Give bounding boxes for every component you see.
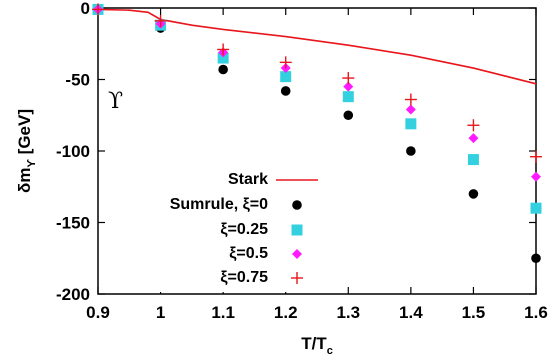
legend-symbol-plus [291,272,303,284]
stark-line [97,8,537,85]
y-axis-label: δmϒ [GeV] [15,109,38,193]
point-plus [279,56,292,69]
x-axis-label-main: T/T [301,334,327,353]
point-square [530,202,542,214]
point-diamond [531,171,541,182]
x-tick-label: 1 [156,303,165,322]
upsilon-annotation: ϒ [108,89,123,114]
y-tick-label: -100 [56,142,90,161]
x-axis-label: T/Tc [301,334,333,357]
point-circle [531,253,541,264]
x-tick-label: 1.4 [399,303,423,322]
x-tick-label: 1.3 [336,303,360,322]
point-plus [467,119,480,132]
x-tick-label: 1.1 [211,303,235,322]
legend-label-stark: Stark [228,171,268,188]
x-axis-label-subscript: c [327,345,333,357]
y-tick-label: 0 [81,0,90,18]
x-tick-label: 1.2 [274,303,298,322]
y-tick-label: -200 [56,285,90,304]
y-axis-label-unit: [GeV] [15,109,34,159]
point-square [405,118,417,130]
point-plus [404,93,417,106]
legend-symbol-circle [292,200,302,210]
point-square [342,91,354,103]
point-plus [530,150,542,163]
point-diamond [343,81,354,92]
point-diamond [405,104,416,115]
legend: Stark Sumrule, ξ=0 ξ=0.25 ξ=0.5 ξ=0.75 [132,164,332,292]
x-tick-label: 1.5 [462,303,486,322]
y-tick-label: -50 [65,71,90,90]
legend-symbols [276,179,318,284]
point-circle [218,64,228,75]
data-marks [92,3,542,264]
legend-label-xi-025: ξ=0.25 [220,221,268,238]
y-tick-label: -150 [56,214,90,233]
point-square [217,52,229,64]
point-circle [280,86,291,96]
point-circle [406,146,416,156]
point-diamond [468,133,479,144]
point-plus [342,72,355,85]
legend-label-sumrule: Sumrule, ξ=0 [170,196,268,213]
legend-symbol-square [291,224,303,236]
y-axis-label-subscript: ϒ [26,159,38,168]
legend-symbol-diamond [292,249,302,259]
point-circle [343,110,354,121]
y-axis-label-main: δm [15,168,34,193]
point-circle [468,189,479,199]
point-square [467,154,479,166]
legend-label-xi-075: ξ=0.75 [220,269,268,286]
point-plus [217,43,230,56]
x-tick-label: 0.9 [86,303,110,322]
point-plus [92,3,104,16]
point-plus [154,14,167,27]
x-tick-label: 1.6 [524,303,548,322]
point-square [280,71,292,83]
tick-labels: 0.9 1 1.1 1.2 1.3 1.4 1.5 1.6 0 -50 -100 -150 -200 [56,0,548,322]
legend-label-xi-05: ξ=0.5 [229,245,268,262]
